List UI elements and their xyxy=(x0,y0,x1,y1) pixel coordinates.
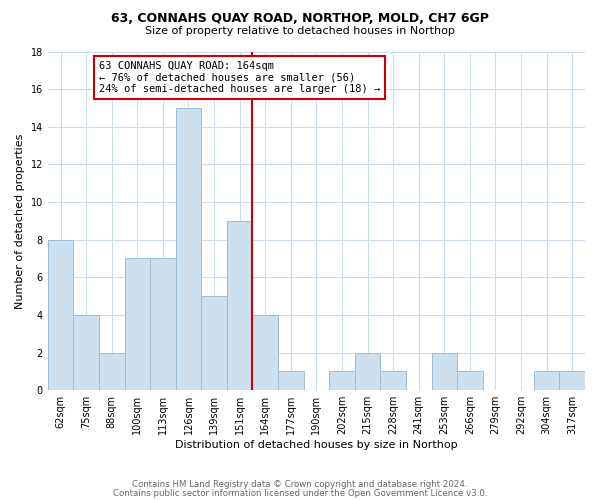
Text: 63, CONNAHS QUAY ROAD, NORTHOP, MOLD, CH7 6GP: 63, CONNAHS QUAY ROAD, NORTHOP, MOLD, CH… xyxy=(111,12,489,26)
Text: 63 CONNAHS QUAY ROAD: 164sqm
← 76% of detached houses are smaller (56)
24% of se: 63 CONNAHS QUAY ROAD: 164sqm ← 76% of de… xyxy=(99,61,380,94)
Bar xyxy=(329,372,355,390)
Y-axis label: Number of detached properties: Number of detached properties xyxy=(15,133,25,308)
Bar xyxy=(227,221,253,390)
Bar xyxy=(534,372,559,390)
Bar xyxy=(201,296,227,390)
Bar xyxy=(99,352,125,390)
Bar xyxy=(73,315,99,390)
X-axis label: Distribution of detached houses by size in Northop: Distribution of detached houses by size … xyxy=(175,440,458,450)
Bar xyxy=(457,372,482,390)
Text: Contains HM Land Registry data © Crown copyright and database right 2024.: Contains HM Land Registry data © Crown c… xyxy=(132,480,468,489)
Bar xyxy=(559,372,585,390)
Bar xyxy=(125,258,150,390)
Bar xyxy=(48,240,73,390)
Text: Contains public sector information licensed under the Open Government Licence v3: Contains public sector information licen… xyxy=(113,488,487,498)
Bar xyxy=(253,315,278,390)
Bar xyxy=(176,108,201,390)
Bar xyxy=(380,372,406,390)
Bar xyxy=(278,372,304,390)
Bar xyxy=(431,352,457,390)
Text: Size of property relative to detached houses in Northop: Size of property relative to detached ho… xyxy=(145,26,455,36)
Bar xyxy=(150,258,176,390)
Bar xyxy=(355,352,380,390)
